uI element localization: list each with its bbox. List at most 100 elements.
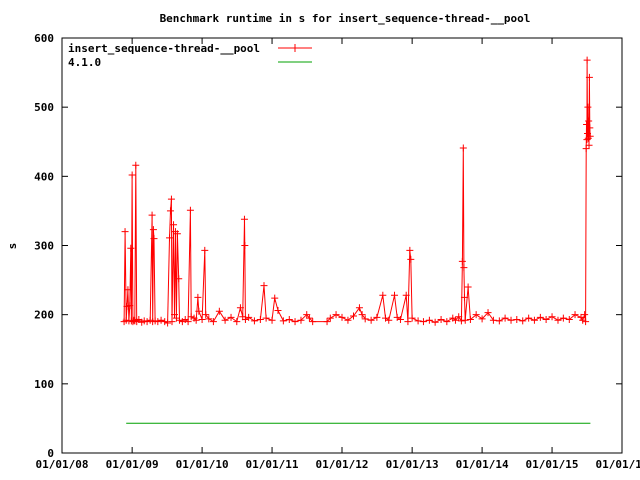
data-point-0-44 <box>187 313 195 321</box>
data-point-0-128 <box>536 313 544 321</box>
data-point-0-111 <box>459 144 467 152</box>
data-point-0-129 <box>542 316 550 324</box>
data-point-0-150 <box>586 132 594 140</box>
data-point-0-103 <box>431 318 439 326</box>
data-point-0-32 <box>168 318 176 326</box>
data-point-0-133 <box>565 316 573 324</box>
data-point-0-69 <box>271 294 279 302</box>
data-point-0-46 <box>192 316 200 324</box>
x-tick-label-3: 01/01/11 <box>246 458 299 471</box>
data-point-0-26 <box>157 316 165 324</box>
data-point-0-68 <box>268 316 276 324</box>
data-point-0-27 <box>161 318 169 326</box>
data-point-0-86 <box>361 315 369 323</box>
data-point-0-141 <box>583 136 591 144</box>
data-point-0-98 <box>407 255 415 263</box>
data-point-0-51 <box>202 311 210 319</box>
data-point-0-88 <box>373 313 381 321</box>
data-point-0-70 <box>274 307 282 315</box>
x-tick-label-0: 01/01/08 <box>36 458 89 471</box>
chart-title: Benchmark runtime in s for insert_sequen… <box>160 12 531 25</box>
data-point-0-43 <box>186 206 194 214</box>
data-point-0-67 <box>262 314 270 322</box>
data-point-0-31 <box>167 195 175 203</box>
y-tick-label-6: 600 <box>34 32 54 45</box>
data-point-0-85 <box>358 311 366 319</box>
data-point-0-74 <box>297 316 305 324</box>
data-point-0-65 <box>256 316 264 324</box>
data-point-0-148 <box>585 73 593 81</box>
data-point-0-57 <box>233 318 241 326</box>
data-point-0-101 <box>419 318 427 326</box>
data-point-0-56 <box>227 313 235 321</box>
data-point-0-50 <box>201 246 209 254</box>
data-point-0-149 <box>586 124 594 132</box>
data-point-0-25 <box>154 318 162 326</box>
legend: insert_sequence-thread-__pool 4.1.0 <box>68 42 312 69</box>
data-point-0-38 <box>175 275 183 283</box>
data-point-0-137 <box>581 311 589 319</box>
data-point-0-96 <box>404 318 412 326</box>
data-point-0-92 <box>391 291 399 299</box>
data-point-0-30 <box>166 207 174 215</box>
data-point-0-110 <box>458 257 466 265</box>
data-point-0-33 <box>170 221 178 229</box>
data-point-0-39 <box>175 316 183 324</box>
y-axis-label: s <box>6 243 19 250</box>
x-tick-label-2: 01/01/10 <box>176 458 229 471</box>
data-point-0-79 <box>326 314 334 322</box>
data-point-0-118 <box>478 315 486 323</box>
data-point-0-37 <box>173 230 181 238</box>
data-point-0-100 <box>414 317 422 325</box>
data-point-0-55 <box>221 316 229 324</box>
data-point-0-71 <box>279 317 287 325</box>
data-point-0-83 <box>349 312 357 320</box>
data-point-0-66 <box>260 282 268 290</box>
data-point-0-114 <box>461 316 469 324</box>
data-point-0-147 <box>585 141 593 149</box>
data-point-0-123 <box>507 316 515 324</box>
data-point-0-76 <box>305 314 313 322</box>
data-point-0-112 <box>460 264 468 272</box>
data-point-0-7 <box>127 244 135 252</box>
data-point-0-138 <box>582 318 590 326</box>
data-point-0-122 <box>501 314 509 322</box>
data-point-0-13 <box>132 161 140 169</box>
data-point-0-99 <box>408 314 416 322</box>
series-layer <box>120 56 594 424</box>
data-point-0-113 <box>460 293 468 301</box>
data-point-0-132 <box>559 314 567 322</box>
data-point-0-130 <box>548 313 556 321</box>
y-tick-label-1: 100 <box>34 378 54 391</box>
x-tick-label-4: 01/01/12 <box>316 458 369 471</box>
data-point-0-53 <box>209 318 217 326</box>
x-tick-label-5: 01/01/13 <box>386 458 439 471</box>
y-tick-label-2: 200 <box>34 309 54 322</box>
data-point-0-94 <box>396 316 404 324</box>
data-point-0-117 <box>472 311 480 319</box>
legend-label-series-0: insert_sequence-thread-__pool <box>68 42 260 55</box>
data-point-0-82 <box>344 316 352 324</box>
data-point-0-20 <box>148 211 156 219</box>
data-point-0-72 <box>285 316 293 324</box>
data-point-0-63 <box>245 313 253 321</box>
data-point-0-9 <box>128 171 136 179</box>
y-tick-label-3: 300 <box>34 240 54 253</box>
data-point-0-127 <box>530 316 538 324</box>
data-point-0-108 <box>455 313 463 321</box>
data-point-0-131 <box>554 316 562 324</box>
data-point-0-58 <box>236 304 244 312</box>
data-point-0-60 <box>240 215 248 223</box>
data-point-0-54 <box>215 307 223 315</box>
data-point-0-142 <box>583 56 591 64</box>
data-point-0-12 <box>131 317 139 325</box>
data-point-0-87 <box>367 316 375 324</box>
series-line-0 <box>123 60 591 324</box>
data-point-0-22 <box>149 226 157 234</box>
y-tick-label-5: 500 <box>34 101 54 114</box>
data-point-0-48 <box>195 307 203 315</box>
data-point-0-52 <box>205 315 213 323</box>
data-point-0-91 <box>385 316 393 324</box>
data-point-0-136 <box>579 316 587 324</box>
data-point-0-81 <box>338 313 346 321</box>
